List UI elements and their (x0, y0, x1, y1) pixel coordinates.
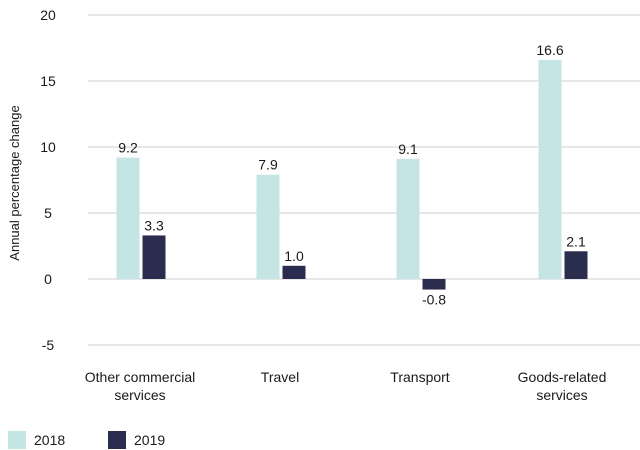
data-label: -0.8 (422, 292, 446, 308)
bar-2019 (142, 235, 166, 279)
bar-2019 (282, 265, 306, 279)
gridlines (88, 14, 640, 346)
data-label: 9.1 (398, 141, 418, 157)
category-label: Other commercial (85, 369, 195, 385)
data-label: 9.2 (118, 140, 138, 156)
y-tick-label: -5 (42, 337, 55, 353)
y-tick-label: 10 (40, 139, 56, 155)
bar-2018 (538, 59, 562, 279)
y-tick-label: 5 (44, 205, 52, 221)
category-label: Goods-related (518, 369, 607, 385)
category-labels: Other commercial services Travel Transport G… (85, 369, 607, 403)
data-label: 7.9 (258, 157, 278, 173)
bars (116, 59, 588, 290)
bar-2019 (422, 279, 446, 290)
data-labels: 9.2 7.9 9.1 16.6 3.3 1.0 -0.8 2.1 (118, 42, 586, 308)
data-label: 2.1 (566, 233, 586, 249)
category-label: Travel (261, 369, 299, 385)
legend: 2018 2019 (8, 431, 165, 449)
y-axis-ticks: -5 0 5 10 15 20 (40, 7, 56, 353)
y-tick-label: 20 (40, 7, 56, 23)
bar-2019 (564, 251, 588, 279)
legend-swatch-2019 (108, 431, 126, 449)
data-label: 1.0 (284, 248, 304, 264)
bar-2018 (116, 157, 140, 279)
data-label: 16.6 (536, 42, 563, 58)
y-tick-label: 15 (40, 73, 56, 89)
legend-label: 2019 (134, 432, 165, 448)
bar-2018 (396, 158, 420, 279)
legend-swatch-2018 (8, 431, 26, 449)
category-label: services (114, 387, 165, 403)
y-tick-label: 0 (44, 271, 52, 287)
data-label: 3.3 (144, 217, 164, 233)
y-axis-title: Annual percentage change (7, 105, 22, 260)
category-label: services (536, 387, 587, 403)
bar-2018 (256, 174, 280, 279)
legend-label: 2018 (34, 432, 65, 448)
category-label: Transport (390, 369, 450, 385)
